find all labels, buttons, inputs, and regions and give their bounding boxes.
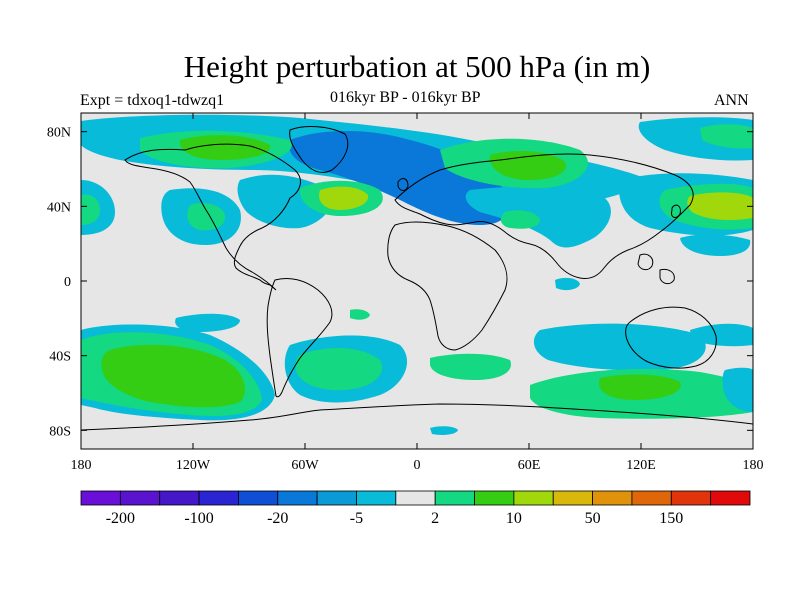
- colorbar-label: -100: [184, 510, 213, 527]
- coast-greenland: [289, 126, 349, 173]
- shade-nlat-green-right: [700, 124, 753, 149]
- shade-atlantic-core: [319, 186, 369, 210]
- colorbar-label: -5: [350, 510, 363, 527]
- colorbar-label: 50: [585, 510, 601, 527]
- map-title: Height perturbation at 500 hPa (in m): [183, 49, 651, 84]
- coast-uk-japan: [397, 178, 681, 218]
- shade-sio-cyan-right: [722, 367, 753, 412]
- colorbar-swatch: [356, 490, 397, 506]
- y-tick-label: 80N: [47, 126, 71, 141]
- shade-sio-green: [430, 353, 511, 380]
- shade-far-south-cyan: [430, 426, 458, 435]
- shade-npac-core-right: [687, 192, 753, 220]
- coast-europe-asia: [394, 153, 694, 279]
- y-tick-label: 80S: [49, 424, 71, 439]
- x-tick-label: 180: [71, 458, 92, 473]
- experiment-label: Expt = tdxoq1-tdwzq1: [80, 92, 225, 109]
- x-tick-label: 60W: [291, 458, 319, 473]
- colorbar-swatch: [119, 490, 161, 506]
- colorbar-swatch: [238, 490, 279, 506]
- season-label: ANN: [714, 92, 749, 109]
- colorbar-swatch: [670, 490, 712, 506]
- coast-australia: [625, 306, 717, 369]
- shade-tropatl-cyan: [175, 313, 240, 332]
- colorbar-swatch: [80, 490, 121, 506]
- colorbar-swatch: [159, 490, 200, 506]
- shade-spac-core: [101, 344, 245, 408]
- x-tick-label: 180: [743, 458, 764, 473]
- axis-ticks: 180 120W 60W 0 60E 120E 180 80N 40N 0 40S 80S: [47, 113, 764, 473]
- shade-atlantic-blue: [289, 131, 511, 225]
- period-label: 016kyr BP - 016kyr BP: [330, 89, 481, 106]
- shade-satl-green: [295, 348, 383, 391]
- contour-fill-layer: [81, 114, 753, 435]
- coastlines: [81, 126, 753, 431]
- colorbar-label: -20: [267, 510, 288, 527]
- y-tick-label: 0: [64, 275, 71, 290]
- shade-spac-core-right: [599, 374, 681, 400]
- colorbar-swatch: [395, 490, 436, 506]
- coast-antarctica: [81, 403, 753, 431]
- colorbar-swatch: [277, 490, 318, 506]
- shade-arabia-green: [500, 210, 540, 229]
- coast-north-america: [124, 143, 301, 291]
- colorbar-swatch: [434, 490, 475, 506]
- colorbar: -200 -100 -20 -5 2 10 50 150: [80, 490, 751, 527]
- shade-npac-green-mid: [187, 203, 226, 231]
- x-tick-label: 120E: [626, 458, 656, 473]
- x-tick-label: 120W: [176, 458, 211, 473]
- colorbar-swatch: [316, 490, 357, 506]
- y-tick-label: 40N: [47, 200, 71, 215]
- shade-siberia-core: [489, 150, 566, 180]
- shade-tropwp-cyan: [680, 234, 751, 256]
- shade-npac-green-left: [81, 194, 100, 225]
- colorbar-swatch: [513, 490, 554, 506]
- colorbar-swatch: [710, 490, 751, 506]
- colorbar-label: -200: [106, 510, 135, 527]
- coast-south-america: [266, 277, 333, 398]
- colorbar-swatch: [592, 490, 633, 506]
- shade-arctic-cyan-top: [88, 122, 141, 145]
- colorbar-swatch: [631, 490, 672, 506]
- shade-sio-cyan: [533, 323, 706, 371]
- colorbar-label: 150: [659, 510, 683, 527]
- colorbar-swatch: [198, 490, 239, 506]
- colorbar-label: 10: [506, 510, 522, 527]
- x-tick-label: 0: [414, 458, 421, 473]
- shade-io-green-small: [350, 309, 370, 320]
- coast-maritime-continent: [637, 253, 675, 285]
- x-tick-label: 60E: [518, 458, 541, 473]
- colorbar-label: 2: [431, 510, 439, 527]
- shade-nlat-core: [179, 135, 271, 160]
- colorbar-swatch: [552, 490, 593, 506]
- shade-ssa-cyan: [690, 323, 753, 347]
- shade-tropio-cyan: [555, 277, 580, 291]
- y-tick-label: 40S: [49, 350, 71, 365]
- coast-africa: [387, 221, 508, 351]
- colorbar-swatch: [474, 490, 515, 506]
